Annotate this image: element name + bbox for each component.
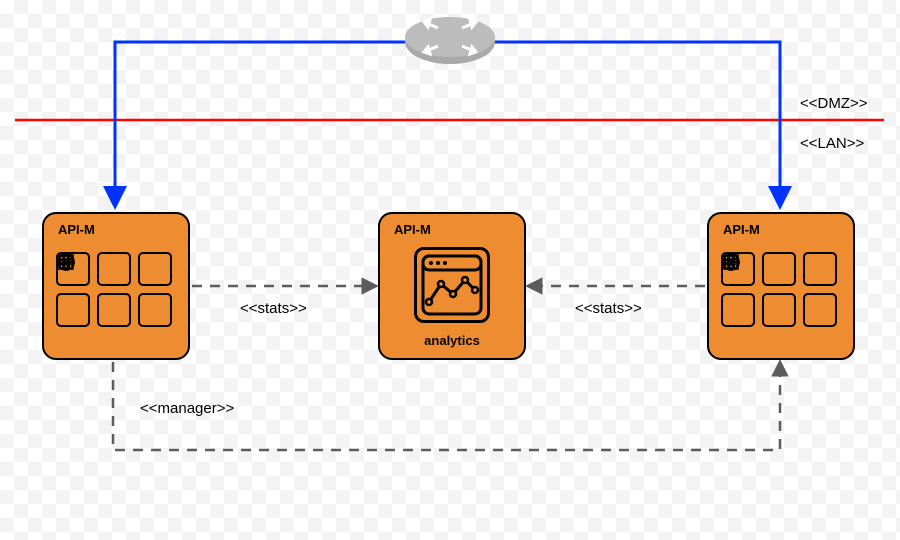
apim-right-node: API-M [707, 212, 855, 360]
lan-zone-label: <<LAN>> [800, 135, 864, 152]
share-icon [138, 252, 172, 286]
apim-center-title: API-M [394, 222, 431, 237]
equalizer-icon [97, 293, 131, 327]
apim-right-icon-grid [721, 252, 837, 327]
dmz-zone-label: <<DMZ>> [800, 95, 868, 112]
key-icon [721, 293, 755, 327]
share-icon [803, 252, 837, 286]
apim-left-node: API-M [42, 212, 190, 360]
chart-icon [97, 252, 131, 286]
router-to-left-arrow [115, 42, 405, 206]
equalizer-icon [762, 293, 796, 327]
router-icon [405, 17, 495, 64]
stats-left-label: <<stats>> [240, 300, 307, 317]
manager-label: <<manager>> [140, 400, 234, 417]
apim-center-node: API-M analytics [378, 212, 526, 360]
analytics-icon [414, 247, 490, 323]
apim-center-subtitle: analytics [380, 333, 524, 348]
apim-right-title: API-M [723, 222, 760, 237]
apim-left-icon-grid [56, 252, 172, 327]
router-to-right-arrow [495, 42, 780, 206]
chart-icon [762, 252, 796, 286]
apim-left-title: API-M [58, 222, 95, 237]
cpu-icon [803, 293, 837, 327]
stats-right-label: <<stats>> [575, 300, 642, 317]
key-icon [56, 293, 90, 327]
cpu-icon [138, 293, 172, 327]
